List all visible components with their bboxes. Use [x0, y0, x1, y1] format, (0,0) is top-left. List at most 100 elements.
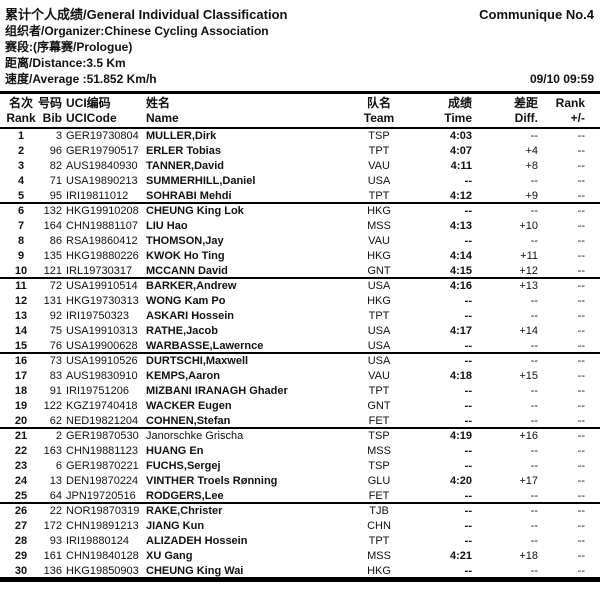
table-row: 13 92 IRI19750323 ASKARI Hossein TPT -- -- -- — [0, 309, 600, 324]
cell-uci: RSA19860412 — [66, 235, 138, 247]
column-header-ucicode-cn: UCI编码 — [66, 96, 111, 110]
cell-rank: 19 — [14, 400, 28, 412]
column-header-bib-en: Bib — [42, 111, 62, 125]
cell-diff: -- — [530, 460, 538, 472]
cell-bib: 82 — [49, 160, 62, 172]
cell-change: -- — [577, 445, 585, 457]
cell-diff: -- — [530, 385, 538, 397]
cell-uci: CHN19840128 — [66, 550, 139, 562]
cell-rank: 27 — [14, 520, 28, 532]
cell-time: 4:11 — [450, 160, 472, 172]
table-row: 21 2 GER19870530 Janorschke Grischa TSP 4:19 +… — [0, 429, 600, 444]
table-row: 23 6 GER19870221 FUCHS,Sergej TSP -- -- -- — [0, 459, 600, 474]
cell-change: -- — [577, 130, 585, 142]
cell-rank: 10 — [14, 265, 28, 277]
cell-bib: 73 — [49, 355, 62, 367]
table-row: 4 71 USA19890213 SUMMERHILL,Daniel USA -- -- -- — [0, 174, 600, 189]
cell-rank: 1 — [17, 130, 25, 142]
cell-diff: -- — [530, 565, 538, 577]
average-speed-line: 速度/Average :51.852 Km/h — [5, 72, 157, 86]
cell-team: USA — [367, 175, 391, 187]
cell-rank: 21 — [14, 430, 28, 442]
cell-rank: 25 — [14, 490, 28, 502]
cell-time: -- — [464, 445, 472, 457]
cell-team: TPT — [368, 535, 390, 547]
cell-bib: 76 — [49, 340, 62, 352]
cell-team: CHN — [367, 520, 391, 532]
cell-rank: 17 — [14, 370, 28, 382]
table-row: 27 172 CHN19891213 JIANG Kun CHN -- -- -- — [0, 519, 600, 534]
cell-bib: 86 — [49, 235, 62, 247]
cell-change: -- — [577, 205, 585, 217]
cell-uci: NOR19870319 — [66, 505, 140, 517]
cell-team: USA — [367, 355, 391, 367]
cell-diff: +16 — [519, 430, 538, 442]
cell-bib: 96 — [49, 145, 62, 157]
table-row: 8 86 RSA19860412 THOMSON,Jay VAU -- -- -- — [0, 234, 600, 249]
table-row: 2 96 GER19790517 ERLER Tobias TPT 4:07 +4 -- — [0, 144, 600, 159]
table-row: 28 93 IRI19880124 ALIZADEH Hossein TPT -- -- -- — [0, 534, 600, 549]
cell-change: -- — [577, 565, 585, 577]
cell-bib: 93 — [49, 535, 62, 547]
cell-bib: 121 — [43, 265, 62, 277]
cell-bib: 64 — [49, 490, 62, 502]
cell-bib: 83 — [49, 370, 62, 382]
cell-bib: 3 — [55, 130, 62, 142]
cell-rank: 30 — [14, 565, 28, 577]
cell-name: SOHRABI Mehdi — [146, 190, 232, 202]
cell-uci: HKG19850903 — [66, 565, 139, 577]
cell-team: FET — [368, 490, 390, 502]
cell-time: -- — [464, 565, 472, 577]
cell-change: -- — [577, 460, 585, 472]
cell-change: -- — [577, 535, 585, 547]
cell-bib: 22 — [49, 505, 62, 517]
cell-rank: 28 — [14, 535, 28, 547]
cell-name: CHEUNG King Lok — [146, 205, 244, 217]
cell-change: -- — [577, 250, 585, 262]
cell-change: -- — [577, 325, 585, 337]
cell-bib: 62 — [49, 415, 62, 427]
cell-time: -- — [464, 490, 472, 502]
cell-name: MIZBANI IRANAGH Ghader — [146, 385, 288, 397]
cell-rank: 13 — [14, 310, 28, 322]
cell-rank: 18 — [14, 385, 28, 397]
cell-uci: IRI19751206 — [66, 385, 129, 397]
cell-change: -- — [577, 370, 585, 382]
column-header-ucicode: UCI编码 UCICode — [62, 96, 146, 126]
cell-diff: -- — [530, 415, 538, 427]
cell-change: -- — [577, 490, 585, 502]
cell-change: -- — [577, 295, 585, 307]
cell-time: -- — [464, 295, 472, 307]
cell-name: WARBASSE,Lawernce — [146, 340, 264, 352]
cell-bib: 2 — [55, 430, 62, 442]
table-row: 20 62 NED19821204 COHNEN,Stefan FET -- -- -- — [0, 414, 600, 429]
cell-uci: HKG19910208 — [66, 205, 139, 217]
cell-diff: -- — [530, 205, 538, 217]
cell-rank: 8 — [17, 235, 25, 247]
column-header-rank-cn: 名次 — [8, 96, 33, 110]
cell-diff: +8 — [525, 160, 538, 172]
column-header-time-en: Time — [444, 111, 472, 125]
cell-bib: 95 — [49, 190, 62, 202]
cell-name: THOMSON,Jay — [146, 235, 224, 247]
cell-uci: USA19910514 — [66, 280, 138, 292]
cell-diff: -- — [530, 295, 538, 307]
cell-team: TPT — [368, 385, 390, 397]
cell-time: 4:18 — [449, 370, 472, 382]
cell-diff: -- — [530, 445, 538, 457]
cell-change: -- — [577, 385, 585, 397]
cell-bib: 172 — [43, 520, 62, 532]
cell-time: 4:21 — [449, 550, 472, 562]
cell-time: -- — [464, 340, 472, 352]
cell-team: MSS — [367, 220, 391, 232]
cell-uci: HKG19880226 — [66, 250, 139, 262]
cell-name: HUANG En — [146, 445, 204, 457]
cell-change: -- — [577, 340, 585, 352]
cell-name: ERLER Tobias — [146, 145, 221, 157]
cell-uci: CHN19881123 — [66, 445, 138, 457]
cell-rank: 20 — [14, 415, 28, 427]
table-row: 14 75 USA19910313 RATHE,Jacob USA 4:17 +14 -- — [0, 324, 600, 339]
cell-name: RAKE,Christer — [146, 505, 223, 517]
cell-change: -- — [577, 505, 585, 517]
column-header-rank: 名次 Rank — [5, 96, 37, 126]
